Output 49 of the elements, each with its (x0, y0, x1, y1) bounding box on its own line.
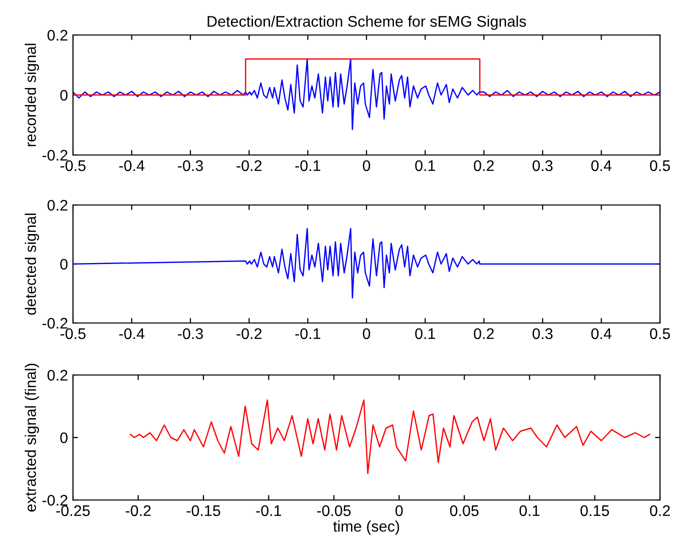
chart-title: Detection/Extraction Scheme for sEMG Signals (208, 16, 526, 30)
x-tick-label: 0.2 (474, 328, 494, 340)
x-tick-label: 0.1 (415, 328, 436, 340)
x-tick-label: 0.3 (532, 328, 553, 340)
x-tick-label: 0 (362, 328, 370, 340)
x-tick-label: 0.5 (650, 160, 670, 172)
x-axis-title: time (sec) (333, 520, 400, 535)
y-tick-label: 0 (60, 258, 68, 270)
x-tick-label: -0.3 (178, 328, 203, 340)
x-tick-label: 0.2 (474, 160, 494, 172)
line-series (73, 228, 660, 299)
x-tick-label: -0.2 (236, 160, 262, 172)
x-tick-label: -0.05 (317, 505, 351, 516)
y-axis-title: detected signal (24, 214, 40, 315)
x-tick-label: -0.1 (295, 160, 320, 172)
x-tick-label: 0 (362, 160, 370, 172)
x-tick-label: -0.5 (60, 328, 86, 340)
y-tick-label: -0.2 (42, 318, 68, 329)
y-tick-label: 0.2 (48, 30, 68, 41)
x-tick-label: -0.1 (256, 505, 282, 516)
x-tick-label: 0.3 (532, 160, 553, 172)
x-tick-label: 0.4 (591, 160, 612, 172)
x-tick-label: -0.4 (119, 160, 144, 172)
y-tick-label: -0.2 (42, 494, 68, 506)
y-tick-label: -0.2 (42, 150, 68, 161)
x-tick-label: -0.25 (56, 505, 90, 516)
y-axis-title: recorded signal (24, 44, 40, 146)
x-tick-label: -0.1 (295, 328, 320, 340)
x-tick-label: 0.05 (450, 505, 479, 516)
x-tick-label: 0.1 (520, 505, 540, 516)
x-tick-label: 0.5 (650, 328, 670, 340)
x-tick-label: 0.15 (580, 505, 610, 516)
x-tick-label: 0.2 (650, 505, 670, 516)
x-tick-label: -0.15 (186, 505, 220, 516)
x-tick-label: -0.2 (236, 328, 262, 340)
x-tick-label: -0.3 (178, 160, 203, 172)
line-series (130, 399, 650, 474)
x-tick-label: 0 (395, 505, 403, 516)
x-tick-label: 0.4 (591, 328, 612, 340)
x-tick-label: -0.4 (119, 328, 144, 340)
y-tick-label: 0 (60, 90, 68, 101)
y-axis-title: extracted signal (final) (24, 364, 40, 512)
y-tick-label: 0 (60, 432, 68, 444)
y-tick-label: 0.2 (48, 370, 68, 381)
line-series (73, 58, 660, 130)
y-tick-label: 0.2 (48, 200, 68, 211)
x-tick-label: 0.1 (415, 160, 436, 172)
x-tick-label: -0.2 (126, 505, 151, 516)
x-tick-label: -0.5 (60, 160, 86, 172)
